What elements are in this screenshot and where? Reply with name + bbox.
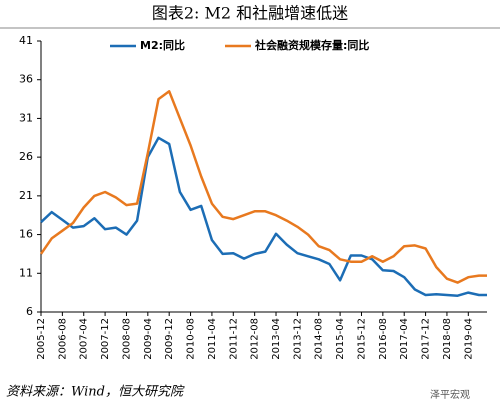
watermark: 泽平宏观	[430, 388, 470, 401]
x-tick-label: 2017-04	[399, 318, 410, 360]
source-note: 资料来源：Wind，恒大研究院	[6, 384, 185, 400]
y-tick-label: 6	[26, 305, 33, 318]
y-tick-label: 21	[19, 189, 33, 202]
x-tick-label: 2011-04	[207, 318, 218, 360]
legend-label: M2:同比	[140, 38, 185, 52]
x-tick-label: 2018-08	[442, 318, 453, 360]
x-tick-label: 2011-12	[228, 318, 239, 360]
x-tick-label: 2009-12	[164, 318, 175, 360]
x-tick-label: 2005-12	[36, 318, 47, 360]
y-tick-label: 31	[19, 111, 33, 124]
x-tick-label: 2016-08	[378, 318, 389, 360]
y-tick-label: 16	[19, 228, 33, 241]
x-tick-label: 2019-04	[463, 318, 474, 360]
x-tick-label: 2013-04	[271, 318, 282, 360]
series-line	[39, 90, 487, 284]
y-tick-label: 26	[19, 150, 33, 163]
chart-title: 图表2: M2 和社融增速低迷	[152, 4, 348, 23]
y-tick-label: 11	[19, 266, 33, 279]
x-tick-label: 2010-08	[186, 318, 197, 360]
x-tick-label: 2012-08	[250, 318, 261, 360]
x-tick-label: 2009-04	[143, 318, 154, 360]
x-tick-label: 2008-08	[121, 318, 132, 360]
x-tick-label: 2015-04	[335, 318, 346, 360]
x-tick-label: 2006-08	[57, 318, 68, 360]
x-tick-label: 2017-12	[421, 318, 432, 360]
x-tick-label: 2014-08	[314, 318, 325, 360]
x-tick-label: 2007-12	[100, 318, 111, 360]
series-line	[40, 136, 487, 297]
x-tick-label: 2015-12	[356, 318, 367, 360]
x-tick-label: 2013-12	[292, 318, 303, 360]
y-tick-label: 36	[19, 73, 33, 86]
legend-label: 社会融资规模存量:同比	[254, 38, 369, 52]
y-tick-label: 41	[19, 34, 33, 47]
x-tick-label: 2007-04	[79, 318, 90, 360]
